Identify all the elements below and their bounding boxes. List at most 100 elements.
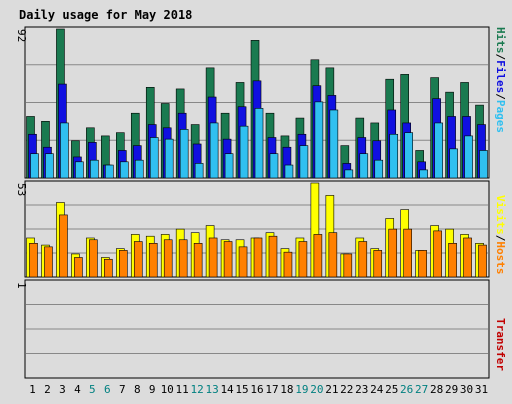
bar-hosts: [298, 241, 308, 278]
x-tick-label-day: 6: [104, 383, 111, 396]
x-tick-label-day: 27: [415, 383, 428, 396]
bar-hosts: [358, 241, 368, 278]
bar-hosts: [403, 228, 412, 278]
x-tick-label-day: 23: [355, 383, 368, 396]
bar-pages: [359, 153, 369, 179]
bar-hosts: [104, 258, 113, 278]
bar-pages: [389, 133, 399, 179]
bar-hosts: [313, 234, 323, 278]
bar-pages: [464, 135, 473, 179]
bar-pages: [164, 138, 174, 179]
x-tick-label-day: 30: [460, 383, 473, 396]
bar-pages: [134, 159, 144, 179]
bar-hosts: [373, 250, 383, 278]
bar-hosts: [268, 235, 278, 278]
legend-hits_files_pages: Hits/Files/Pages: [494, 27, 507, 133]
x-tick-label-day: 14: [220, 383, 234, 396]
bar-pages: [254, 108, 264, 179]
x-tick-label-day: 9: [149, 383, 156, 396]
bar-pages: [75, 161, 84, 179]
bar-hosts: [44, 246, 53, 278]
legend-entry: Files: [494, 60, 507, 93]
legend-entry: /: [494, 54, 507, 61]
bar-pages: [105, 164, 114, 179]
y-axis-max-label: 1: [15, 282, 28, 289]
bar-pages: [299, 145, 309, 179]
x-tick-label-day: 17: [265, 383, 278, 396]
legend-transfer: Transfer: [494, 318, 507, 371]
bar-pages: [45, 153, 54, 179]
y-axis-max-label: 92: [15, 29, 28, 42]
bar-hosts: [238, 246, 248, 278]
x-tick-label-day: 21: [325, 383, 338, 396]
bar-hosts: [89, 239, 98, 278]
x-tick-label-day: 25: [385, 383, 398, 396]
bar-pages: [269, 153, 279, 179]
bar-pages: [60, 122, 69, 179]
x-tick-label-day: 16: [250, 383, 263, 396]
bar-hosts: [178, 239, 188, 278]
x-tick-label-day: 1: [29, 383, 36, 396]
x-tick-label-day: 28: [430, 383, 443, 396]
x-tick-label-day: 15: [235, 383, 248, 396]
bar-hosts: [208, 237, 218, 278]
bar-pages: [149, 137, 159, 179]
bar-hosts: [148, 243, 158, 278]
bar-hosts: [478, 244, 487, 278]
bar-pages: [224, 153, 234, 179]
x-tick-label-day: 3: [59, 383, 66, 396]
bar-pages: [344, 169, 354, 179]
x-tick-label-day: 19: [295, 383, 308, 396]
bar-hosts: [418, 250, 427, 278]
legend-entry: Visits: [494, 195, 507, 235]
x-tick-label-day: 24: [370, 383, 384, 396]
x-tick-label-day: 10: [161, 383, 174, 396]
x-tick-label-day: 20: [310, 383, 323, 396]
x-tick-label-day: 31: [475, 383, 488, 396]
bar-hosts: [463, 237, 472, 278]
x-tick-label-day: 2: [44, 383, 51, 396]
x-tick-label-day: 11: [176, 383, 189, 396]
bar-hosts: [253, 237, 263, 278]
bar-hosts: [343, 253, 353, 278]
bar-pages: [194, 163, 204, 179]
bar-pages: [284, 164, 294, 179]
bar-pages: [239, 125, 249, 179]
bar-pages: [374, 159, 384, 179]
x-tick-label-day: 8: [134, 383, 141, 396]
legend-entry: /: [494, 235, 507, 242]
x-tick-label-day: 18: [280, 383, 293, 396]
bar-hosts: [223, 241, 233, 278]
bar-pages: [209, 122, 219, 179]
x-tick-label-day: 26: [400, 383, 413, 396]
bar-hosts: [283, 251, 293, 278]
bar-hosts: [328, 232, 338, 278]
bar-hosts: [59, 214, 68, 278]
x-tick-label-day: 22: [340, 383, 353, 396]
bar-pages: [449, 148, 458, 179]
bar-hosts: [433, 230, 442, 278]
chart-title: Daily usage for May 2018: [19, 8, 192, 22]
bar-pages: [419, 169, 428, 179]
bar-pages: [30, 153, 39, 179]
x-tick-label-day: 13: [205, 383, 218, 396]
bar-hosts: [74, 257, 83, 278]
bar-pages: [329, 109, 339, 179]
legend-entry: Pages: [494, 100, 507, 133]
legend-entry: Hosts: [494, 241, 507, 274]
bar-hosts: [119, 250, 128, 278]
x-tick-label-day: 5: [89, 383, 96, 396]
bar-pages: [479, 150, 488, 179]
bar-pages: [120, 161, 129, 179]
bar-pages: [404, 132, 413, 179]
x-tick-label-day: 4: [74, 383, 81, 396]
x-tick-label-day: 29: [445, 383, 458, 396]
bar-hosts: [29, 243, 38, 278]
x-tick-label-day: 7: [119, 383, 126, 396]
bar-pages: [90, 159, 99, 179]
legend-entry: Hits: [494, 27, 507, 54]
bar-hosts: [388, 228, 398, 278]
bar-pages: [434, 122, 443, 179]
